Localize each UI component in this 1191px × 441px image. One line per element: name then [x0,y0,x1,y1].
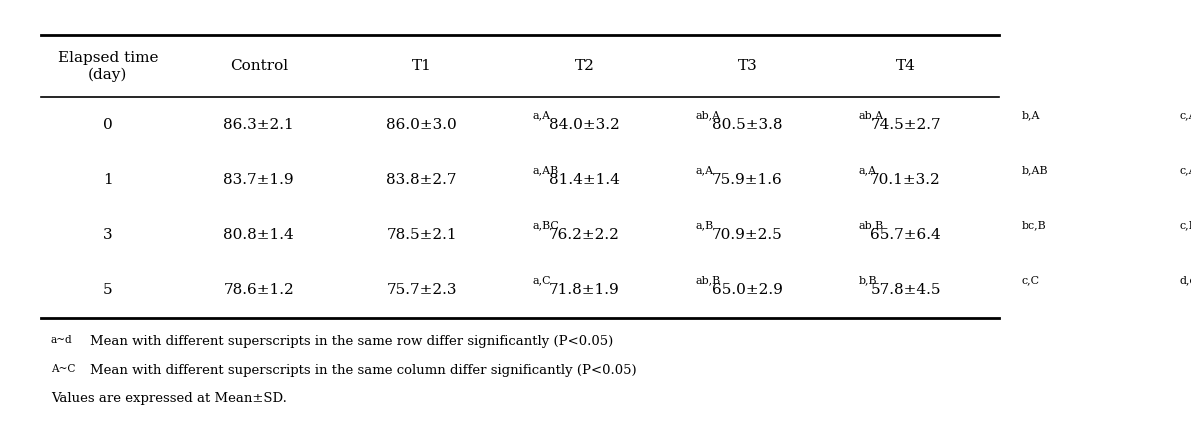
Text: a,A: a,A [696,165,715,175]
Text: 71.8±1.9: 71.8±1.9 [549,283,621,297]
Text: 86.3±2.1: 86.3±2.1 [224,118,294,132]
Text: 80.8±1.4: 80.8±1.4 [224,228,294,242]
Text: Values are expressed at Mean±SD.: Values are expressed at Mean±SD. [51,392,287,405]
Text: 3: 3 [104,228,113,242]
Text: T2: T2 [574,60,594,73]
Text: 84.0±3.2: 84.0±3.2 [549,118,621,132]
Text: A~C: A~C [51,364,75,374]
Text: 74.5±2.7: 74.5±2.7 [871,118,941,132]
Text: 75.9±1.6: 75.9±1.6 [712,173,782,187]
Text: Elapsed time
(day): Elapsed time (day) [57,51,158,82]
Text: 78.5±2.1: 78.5±2.1 [386,228,457,242]
Text: c,C: c,C [1022,275,1040,285]
Text: ab,A: ab,A [696,110,721,120]
Text: Mean with different superscripts in the same row differ significantly (P<0.05): Mean with different superscripts in the … [89,335,613,348]
Text: Mean with different superscripts in the same column differ significantly (P<0.05: Mean with different superscripts in the … [89,364,636,377]
Text: 75.7±2.3: 75.7±2.3 [386,283,457,297]
Text: 83.7±1.9: 83.7±1.9 [224,173,294,187]
Text: 70.1±3.2: 70.1±3.2 [871,173,941,187]
Text: 1: 1 [102,173,113,187]
Text: 86.0±3.0: 86.0±3.0 [386,118,457,132]
Text: a,A: a,A [534,110,551,120]
Text: a~d: a~d [51,335,73,345]
Text: T4: T4 [896,60,916,73]
Text: bc,B: bc,B [1022,220,1047,230]
Text: c,A: c,A [1180,110,1191,120]
Text: c,BC: c,BC [1180,220,1191,230]
Text: 5: 5 [104,283,113,297]
Text: a,C: a,C [534,275,551,285]
Text: 83.8±2.7: 83.8±2.7 [386,173,457,187]
Text: c,AB: c,AB [1180,165,1191,175]
Text: d,c: d,c [1180,275,1191,285]
Text: 65.7±6.4: 65.7±6.4 [871,228,941,242]
Text: ab,B: ab,B [696,275,721,285]
Text: 70.9±2.5: 70.9±2.5 [712,228,782,242]
Text: 80.5±3.8: 80.5±3.8 [712,118,782,132]
Text: ab,A: ab,A [859,110,884,120]
Text: a,BC: a,BC [534,220,560,230]
Text: 65.0±2.9: 65.0±2.9 [712,283,782,297]
Text: b,AB: b,AB [1022,165,1048,175]
Text: a,A: a,A [859,165,877,175]
Text: b,B: b,B [859,275,878,285]
Text: 57.8±4.5: 57.8±4.5 [871,283,941,297]
Text: a,AB: a,AB [534,165,559,175]
Text: ab,B: ab,B [859,220,884,230]
Text: 78.6±1.2: 78.6±1.2 [224,283,294,297]
Text: Control: Control [230,60,288,73]
Text: 0: 0 [102,118,113,132]
Text: 76.2±2.2: 76.2±2.2 [549,228,621,242]
Text: b,A: b,A [1022,110,1040,120]
Text: 81.4±1.4: 81.4±1.4 [549,173,621,187]
Text: T3: T3 [737,60,757,73]
Text: T1: T1 [412,60,431,73]
Text: a,B: a,B [696,220,715,230]
